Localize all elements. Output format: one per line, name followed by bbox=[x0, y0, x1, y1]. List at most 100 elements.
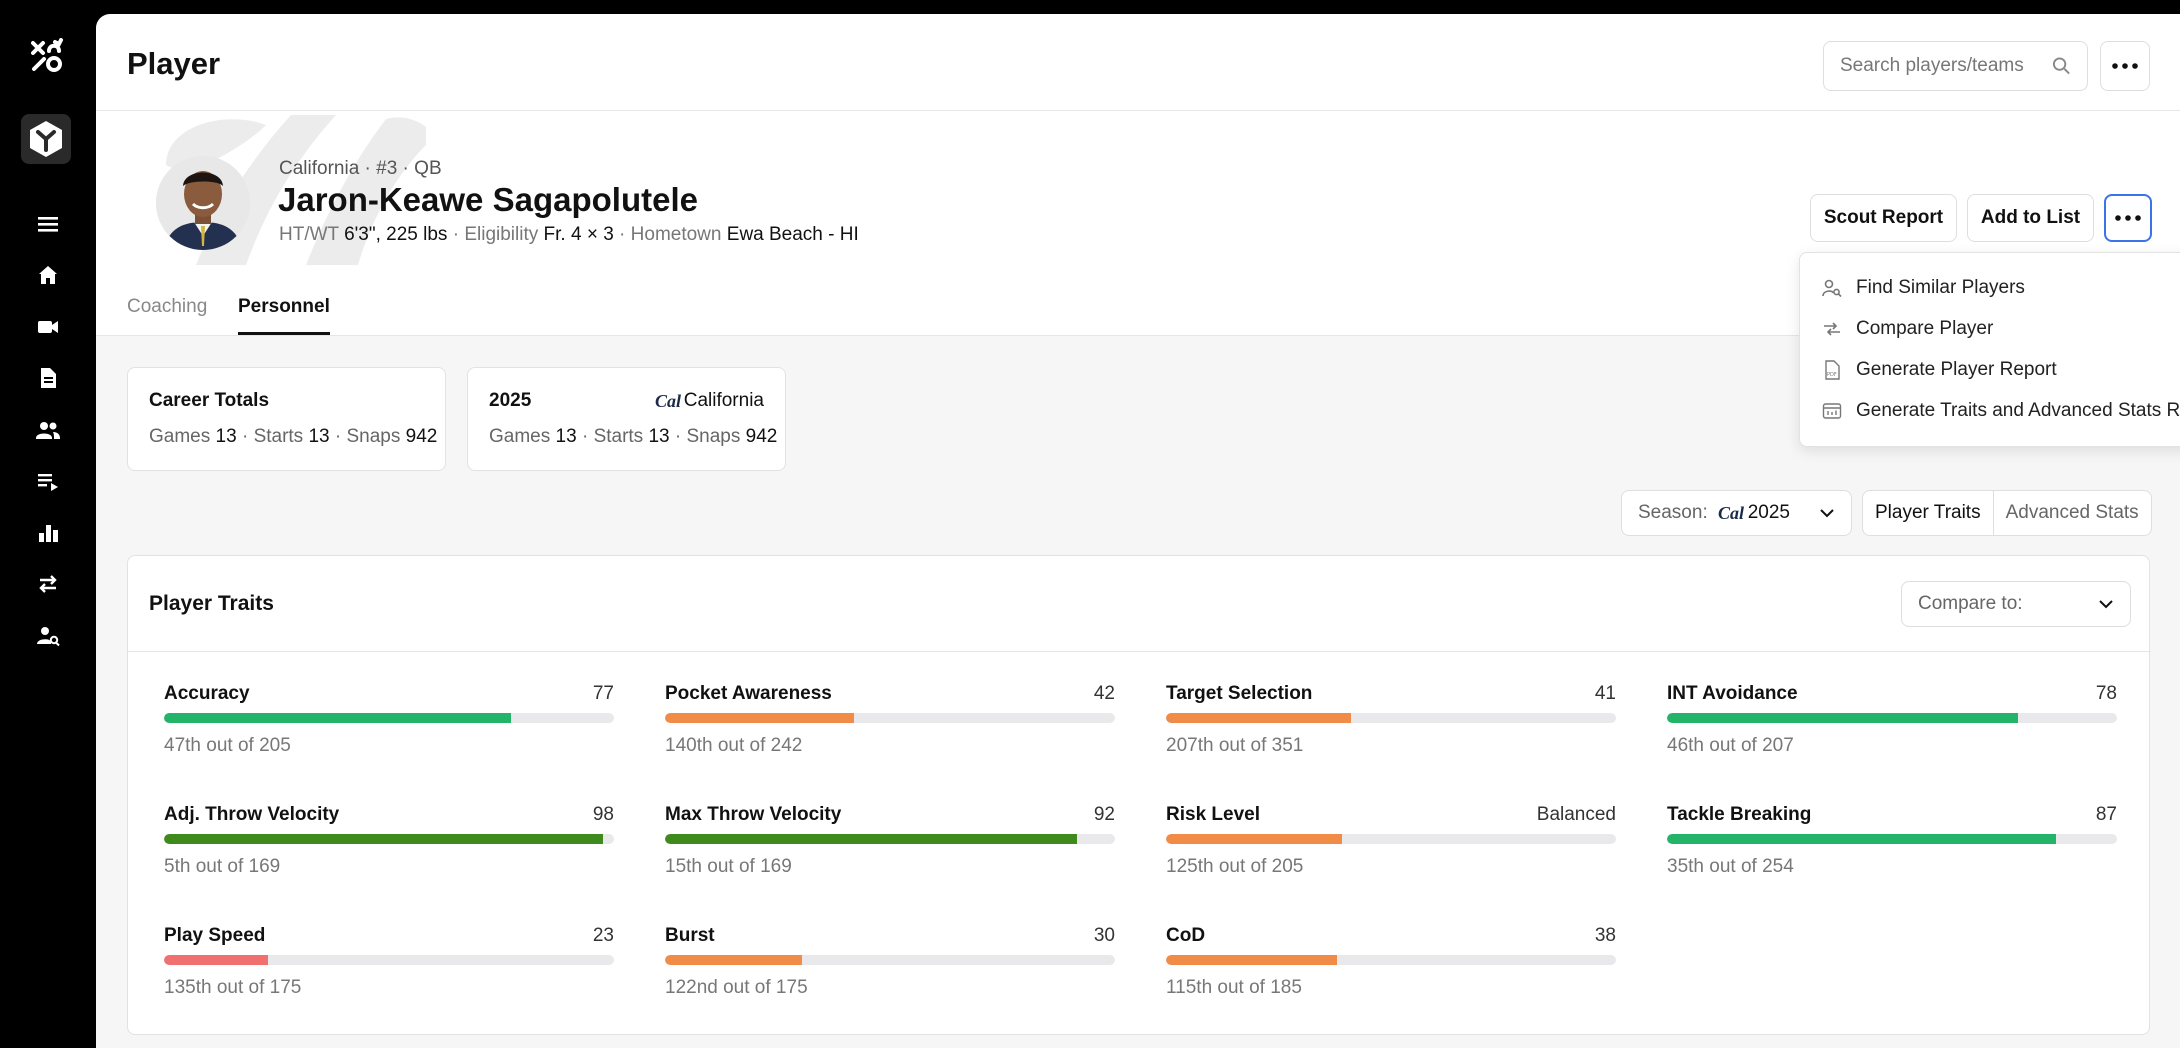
sidebar-item-transfers[interactable] bbox=[0, 559, 96, 611]
trait-value: 38 bbox=[1594, 925, 1616, 946]
menu-item-find-similar[interactable]: Find Similar Players bbox=[1822, 273, 2025, 303]
team-brand-icon[interactable] bbox=[21, 114, 71, 164]
menu-item-compare[interactable]: Compare Player bbox=[1822, 314, 1993, 344]
trait-bar bbox=[665, 834, 1115, 844]
starts-label: Starts bbox=[593, 426, 644, 447]
trait-item: Burst 30 122nd out of 175 bbox=[665, 925, 1115, 1025]
player-avatar bbox=[156, 156, 250, 250]
sidebar-item-analytics[interactable] bbox=[0, 507, 96, 559]
eligibility-label: Eligibility bbox=[464, 224, 539, 245]
starts-label: Starts bbox=[253, 426, 304, 447]
menu-item-label: Compare Player bbox=[1856, 318, 1994, 339]
menu-item-label: Generate Traits and Advanced Stats Repor… bbox=[1856, 400, 2180, 421]
hometown-value: Ewa Beach - HI bbox=[726, 224, 859, 245]
career-totals-values: Games 13 · Starts 13 · Snaps 942 bbox=[149, 426, 438, 447]
sidebar-item-home[interactable] bbox=[0, 250, 96, 302]
trait-bar-fill bbox=[665, 713, 854, 723]
tab-personnel[interactable]: Personnel bbox=[238, 296, 330, 335]
trait-rank: 46th out of 207 bbox=[1667, 735, 1794, 756]
season-year: 2025 bbox=[489, 390, 532, 411]
trait-item: Tackle Breaking 87 35th out of 254 bbox=[1667, 804, 2117, 904]
main-panel: Player bbox=[96, 14, 2180, 1048]
advanced-stats-toggle[interactable]: Advanced Stats bbox=[2005, 502, 2139, 523]
sidebar-item-menu[interactable] bbox=[0, 198, 96, 250]
trait-bar-fill bbox=[1667, 834, 2057, 844]
search-input[interactable] bbox=[1840, 55, 2052, 77]
tab-bar: Coaching Personnel bbox=[96, 282, 2180, 336]
app-logo-icon[interactable] bbox=[28, 38, 64, 74]
player-traits-header: Player Traits Compare to: bbox=[128, 556, 2151, 652]
eligibility-value: Fr. 4 × 3 bbox=[543, 224, 614, 245]
career-totals-card: Career Totals Games 13 · Starts 13 · Sna… bbox=[127, 367, 446, 471]
sidebar-item-video[interactable] bbox=[0, 301, 96, 353]
trait-name: Target Selection bbox=[1166, 683, 1313, 704]
trait-bar bbox=[164, 834, 614, 844]
trait-item: INT Avoidance 78 46th out of 207 bbox=[1667, 683, 2117, 783]
trait-bar bbox=[1166, 955, 1616, 965]
trait-item: CoD 38 115th out of 185 bbox=[1166, 925, 1616, 1025]
sidebar-item-playlists[interactable] bbox=[0, 456, 96, 508]
season-select[interactable]: Season: Cal 2025 bbox=[1621, 490, 1852, 536]
find-similar-icon bbox=[1822, 279, 1842, 298]
trait-bar bbox=[1667, 713, 2117, 723]
player-traits-toggle[interactable]: Player Traits bbox=[1863, 491, 1994, 535]
menu-item-generate-report[interactable]: PDF Generate Player Report bbox=[1822, 355, 2057, 385]
season-totals-values: Games 13 · Starts 13 · Snaps 942 bbox=[489, 426, 778, 447]
search-box[interactable] bbox=[1823, 41, 2088, 91]
menu-item-generate-stats-report[interactable]: Generate Traits and Advanced Stats Repor… bbox=[1822, 396, 2180, 426]
trait-bar-fill bbox=[164, 834, 603, 844]
sidebar-item-scouting[interactable] bbox=[0, 610, 96, 662]
trait-value: 30 bbox=[1093, 925, 1115, 946]
snaps-value: 942 bbox=[405, 426, 438, 447]
sidebar-item-players[interactable] bbox=[0, 404, 96, 456]
career-totals-title: Career Totals bbox=[149, 390, 270, 411]
add-to-list-button[interactable]: Add to List bbox=[1967, 194, 2094, 242]
trait-bar bbox=[164, 713, 614, 723]
pdf-icon: PDF bbox=[1825, 360, 1840, 380]
search-icon[interactable] bbox=[2052, 56, 2071, 76]
sidebar-item-reports[interactable] bbox=[0, 353, 96, 405]
trait-value: 98 bbox=[592, 804, 614, 825]
content-area: Career Totals Games 13 · Starts 13 · Sna… bbox=[96, 336, 2180, 1048]
trait-bar-fill bbox=[665, 955, 803, 965]
transfer-icon bbox=[39, 575, 57, 594]
compare-to-select[interactable]: Compare to: bbox=[1901, 581, 2131, 627]
trait-name: Pocket Awareness bbox=[665, 683, 832, 704]
top-bar: Player bbox=[96, 14, 2180, 111]
trait-name: Burst bbox=[665, 925, 715, 946]
trait-rank: 125th out of 205 bbox=[1166, 856, 1304, 877]
player-more-button[interactable] bbox=[2104, 194, 2152, 242]
compare-icon bbox=[1824, 322, 1840, 336]
trait-item: Max Throw Velocity 92 15th out of 169 bbox=[665, 804, 1115, 904]
player-traits-title: Player Traits bbox=[149, 592, 274, 615]
player-header: California · #3 · QB Jaron-Keawe Sagapol… bbox=[96, 111, 2180, 265]
trait-bar bbox=[164, 955, 614, 965]
trait-item: Play Speed 23 135th out of 175 bbox=[164, 925, 614, 1025]
trait-rank: 35th out of 254 bbox=[1667, 856, 1794, 877]
player-subline: California · #3 · QB bbox=[279, 158, 442, 179]
trait-name: Play Speed bbox=[164, 925, 266, 946]
games-label: Games bbox=[489, 426, 551, 447]
cal-logo-icon: Cal bbox=[655, 391, 681, 411]
starts-value: 13 bbox=[308, 426, 330, 447]
trait-rank: 140th out of 242 bbox=[665, 735, 803, 756]
stats-report-icon bbox=[1822, 403, 1842, 419]
trait-bar bbox=[665, 955, 1115, 965]
page-more-button[interactable] bbox=[2100, 41, 2150, 91]
trait-value: 42 bbox=[1093, 683, 1115, 704]
scout-report-button[interactable]: Scout Report bbox=[1810, 194, 1957, 242]
cal-logo-icon: Cal bbox=[1718, 503, 1744, 523]
trait-value: 87 bbox=[2095, 804, 2117, 825]
trait-name: Risk Level bbox=[1166, 804, 1260, 825]
trait-value: 41 bbox=[1594, 683, 1616, 704]
games-value: 13 bbox=[555, 426, 577, 447]
trait-rank: 115th out of 185 bbox=[1166, 977, 1302, 998]
trait-name: Tackle Breaking bbox=[1667, 804, 1812, 825]
trait-bar-fill bbox=[1667, 713, 2018, 723]
snaps-value: 942 bbox=[745, 426, 778, 447]
tab-coaching[interactable]: Coaching bbox=[127, 296, 208, 317]
compare-to-label: Compare to: bbox=[1918, 593, 2023, 614]
season-team-name: California bbox=[683, 390, 764, 411]
document-icon bbox=[41, 368, 56, 389]
trait-bar-fill bbox=[164, 713, 511, 723]
